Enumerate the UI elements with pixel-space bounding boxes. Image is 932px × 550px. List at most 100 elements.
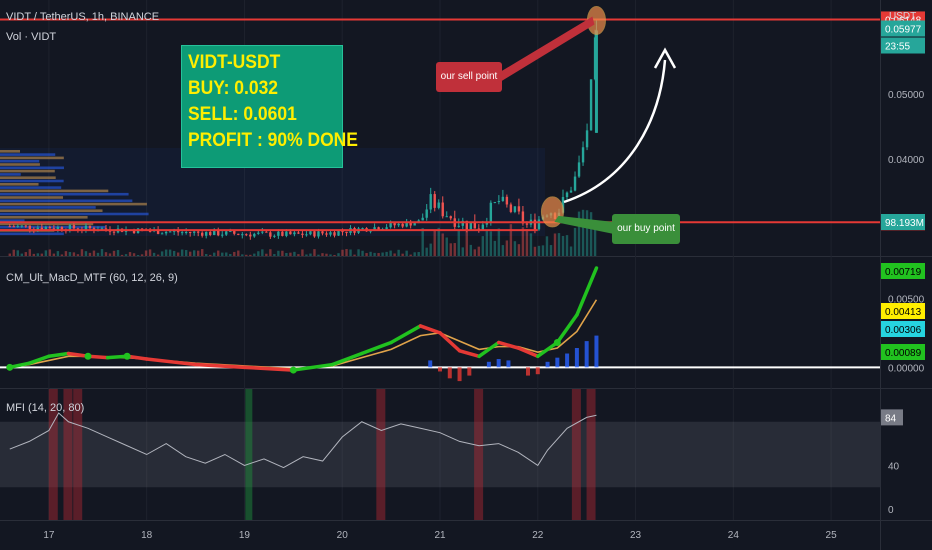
macd-histogram-bar [555, 357, 560, 368]
volume-bar [481, 236, 485, 256]
volume-bar [277, 250, 280, 256]
volume-bar [485, 230, 489, 256]
candle-body [437, 202, 440, 208]
price-badge [881, 20, 925, 37]
volume-bar [353, 254, 356, 256]
volume-bar [577, 211, 581, 256]
volume-bar [585, 210, 589, 256]
macd-line-segment [389, 324, 423, 345]
volume-bar [8, 253, 11, 256]
volume-bar [305, 254, 308, 256]
candle-body [569, 190, 573, 193]
volume-profile-bar [0, 225, 107, 229]
volume-profile-bar [0, 183, 39, 186]
macd-badge [881, 263, 925, 279]
volume-bar [517, 244, 521, 256]
candle-body [229, 231, 232, 233]
macd-histogram-bar [486, 361, 491, 368]
volume-bar [180, 249, 184, 256]
volume-bar [377, 253, 380, 256]
volume-bar [501, 245, 505, 256]
volume-bar [489, 231, 493, 256]
candle-body [249, 234, 252, 237]
macd-badge [881, 303, 925, 319]
volume-bar [72, 252, 76, 256]
trend-arrow-head [653, 47, 677, 69]
volume-bar [317, 254, 320, 256]
candle-body [305, 234, 308, 236]
volume-bar [285, 252, 288, 256]
volume-bar [245, 254, 248, 256]
candle-body [513, 206, 517, 212]
volume-bar [48, 249, 52, 256]
volume-bar [509, 224, 513, 256]
candle-body [329, 232, 332, 235]
macd-histogram-bar [584, 341, 589, 368]
volume-profile-bar [0, 186, 62, 189]
volume-bar [40, 253, 44, 256]
candle-body [285, 231, 288, 236]
volume-bar [365, 253, 368, 256]
candle-body [369, 230, 372, 232]
macd-line-segment [418, 324, 442, 335]
volume-bar [112, 250, 116, 256]
mfi-band [0, 421, 880, 488]
volume-bar [593, 228, 597, 256]
candle-body [337, 231, 340, 236]
candle-body [469, 222, 472, 230]
symbol-title: VIDT / TetherUS, 1h, BINANCE [6, 11, 160, 23]
macd-line-segment [555, 313, 579, 345]
candle-body [156, 229, 160, 234]
candle-body [433, 194, 436, 208]
price-axis: 0.040000.050000.061480.0597723:550.03020… [881, 11, 925, 516]
candle-body [196, 231, 200, 233]
price-badge [881, 37, 925, 54]
candle-body [489, 202, 493, 223]
volume-bar [132, 253, 136, 256]
volume-bar [557, 233, 561, 256]
volume-profile-bar [0, 156, 64, 160]
candle-body [281, 231, 284, 236]
volume-bar [337, 253, 340, 256]
macd-cross-dot [289, 366, 297, 374]
volume-bar [229, 254, 232, 256]
candle-body [180, 232, 184, 234]
volume-bar [425, 247, 428, 256]
volume-bar [108, 253, 112, 256]
macd-line-segment [27, 354, 51, 365]
candle-body [289, 231, 292, 235]
volume-bar [152, 252, 156, 256]
candle-body [257, 232, 260, 234]
drawings [500, 5, 677, 234]
macd-cross-dot [123, 352, 131, 360]
candle-body [493, 202, 497, 204]
price-axis-unit: USDT [889, 11, 917, 22]
candle-body [52, 228, 56, 230]
candle-body [385, 227, 388, 229]
macd-histogram-bar [594, 335, 599, 368]
candle-body [16, 225, 19, 227]
macd-histogram-bar [506, 360, 511, 368]
candle-body [585, 130, 589, 148]
macd-histogram-bar [428, 360, 433, 368]
volume-bar [529, 233, 533, 256]
annotation-profit: PROFIT : 90% DONE [188, 130, 358, 151]
candle-body [325, 233, 328, 235]
candle-body [56, 227, 60, 230]
candle-body [341, 231, 344, 233]
volume-bar [32, 253, 36, 256]
candle-body [577, 162, 581, 177]
volume-bar [92, 250, 96, 256]
volume-profile-bar [0, 192, 129, 196]
volume-bar [269, 249, 272, 256]
candle-body [401, 223, 404, 227]
candle-body [409, 221, 412, 226]
volume-bar [461, 247, 464, 256]
volume-profile-bar [0, 159, 40, 163]
mfi-overbought-highlight [571, 389, 581, 520]
volume-profile-bar [0, 199, 133, 203]
volume-bar [84, 251, 88, 256]
candle-body [297, 232, 300, 234]
volume-bar [561, 235, 565, 256]
volume-bar [417, 252, 420, 256]
